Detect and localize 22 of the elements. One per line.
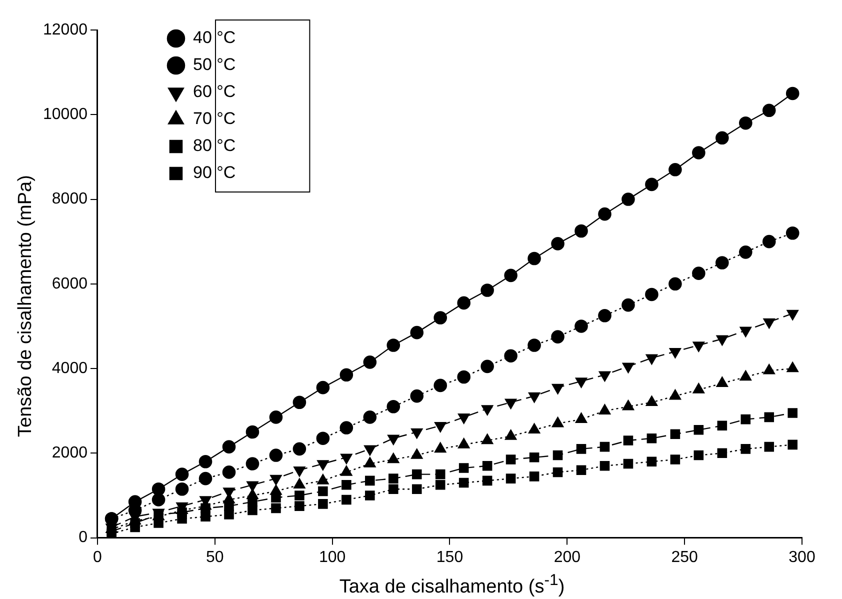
x-tick-label: 250: [671, 548, 698, 566]
y-tick-label: 2000: [52, 444, 88, 462]
legend-label: 70 °C: [192, 109, 236, 128]
legend-label: 40 °C: [192, 28, 236, 48]
x-tick-label: 150: [436, 548, 464, 566]
y-tick-label: 10000: [42, 106, 88, 124]
y-axis-title: Tensão de cisalhamento (mPa): [15, 175, 37, 437]
y-tick-label: 4000: [52, 360, 88, 377]
y-tick-label: 6000: [52, 275, 88, 292]
y-tick-label: 12000: [42, 21, 88, 38]
y-tick-label: 0: [78, 529, 88, 546]
x-axis-title: Taxa de cisalhamento (s$^{-1}$): [338, 572, 566, 598]
x-tick-label: 200: [554, 548, 581, 566]
legend-label: 50 °C: [192, 55, 236, 74]
x-tick-label: 300: [788, 548, 816, 566]
x-tick-label: 0: [93, 548, 102, 566]
x-tick-label: 50: [206, 548, 224, 566]
legend-label: 90 °C: [192, 163, 236, 182]
x-tick-label: 100: [318, 548, 346, 566]
legend-label: 60 °C: [192, 82, 236, 102]
y-tick-label: 8000: [52, 190, 88, 208]
legend-label: 80 °C: [192, 136, 236, 156]
